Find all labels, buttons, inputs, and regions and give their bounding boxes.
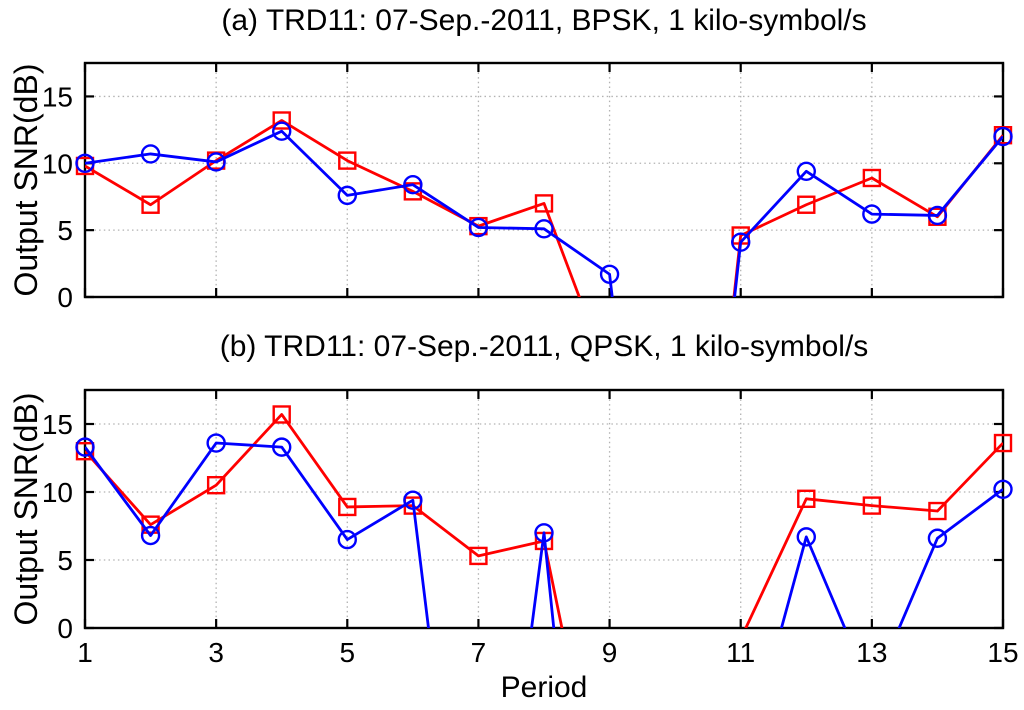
- marker-square: [338, 497, 357, 517]
- marker-circle: [534, 523, 554, 543]
- marker-circle: [993, 479, 1013, 499]
- marker-circle: [599, 264, 620, 284]
- y-tick-label: 0: [57, 282, 73, 313]
- y-tick-label: 10: [42, 477, 73, 508]
- marker-circle: [862, 204, 882, 224]
- marker-circle: [75, 437, 95, 457]
- marker-circle: [75, 153, 95, 173]
- x-axis-label: Period: [500, 671, 588, 704]
- marker-circle: [796, 161, 816, 182]
- x-tick-label: 7: [471, 637, 487, 668]
- y-tick-label: 15: [42, 409, 73, 440]
- marker-square: [862, 168, 882, 188]
- marker-square: [928, 501, 947, 521]
- panel-b-y-axis-label: Output SNR(dB): [8, 392, 44, 626]
- marker-circle: [927, 205, 948, 226]
- marker-square: [862, 496, 882, 515]
- x-tick-label: 3: [208, 637, 224, 668]
- panel-a-y-axis-label: Output SNR(dB): [8, 63, 44, 297]
- y-tick-label: 0: [57, 613, 73, 644]
- marker-circle: [534, 219, 554, 239]
- marker-square: [993, 433, 1013, 453]
- marker-circle: [206, 433, 226, 453]
- marker-square: [272, 111, 291, 130]
- marker-square: [272, 405, 291, 424]
- marker-circle: [403, 490, 423, 510]
- y-tick-label: 5: [57, 215, 73, 246]
- series-blue-circles-line: [85, 441, 1003, 628]
- y-tick-label: 15: [42, 81, 73, 112]
- panel-a-title: (a) TRD11: 07-Sep.-2011, BPSK, 1 kilo-sy…: [221, 4, 867, 37]
- axes-box: [83, 61, 1005, 299]
- marker-circle: [272, 437, 292, 457]
- marker-circle: [731, 232, 751, 252]
- series-red-squares-line: [85, 119, 1003, 297]
- marker-circle: [272, 121, 292, 141]
- y-tick-label: 5: [57, 545, 73, 576]
- x-tick-label: 1: [77, 637, 93, 668]
- panel-a: 0 5 10 15: [42, 61, 1013, 313]
- marker-square: [469, 546, 488, 566]
- marker-circle: [796, 527, 816, 547]
- marker-circle: [140, 525, 161, 546]
- marker-circle: [927, 528, 948, 548]
- y-tick-label: 10: [42, 148, 73, 179]
- x-tick-label: 5: [339, 637, 355, 668]
- marker-square: [797, 195, 816, 214]
- marker-circle: [993, 126, 1013, 147]
- x-tick-label: 15: [987, 637, 1018, 668]
- panel-b-title: (b) TRD11: 07-Sep.-2011, QPSK, 1 kilo-sy…: [219, 330, 869, 363]
- marker-square: [797, 489, 816, 508]
- marker-circle: [403, 174, 423, 195]
- marker-circle: [140, 144, 161, 164]
- marker-square: [534, 194, 554, 213]
- x-tick-label: 13: [856, 637, 887, 668]
- marker-square: [206, 476, 226, 495]
- marker-circle: [206, 152, 226, 172]
- marker-circle: [337, 185, 357, 206]
- marker-square: [338, 151, 357, 170]
- marker-circle: [337, 529, 357, 550]
- axes-box: [83, 388, 1005, 630]
- marker-square: [141, 195, 160, 214]
- marker-circle: [468, 217, 489, 238]
- x-tick-label: 9: [602, 637, 618, 668]
- series-blue-circles-line: [85, 129, 1003, 297]
- x-tick-label: 11: [726, 637, 755, 668]
